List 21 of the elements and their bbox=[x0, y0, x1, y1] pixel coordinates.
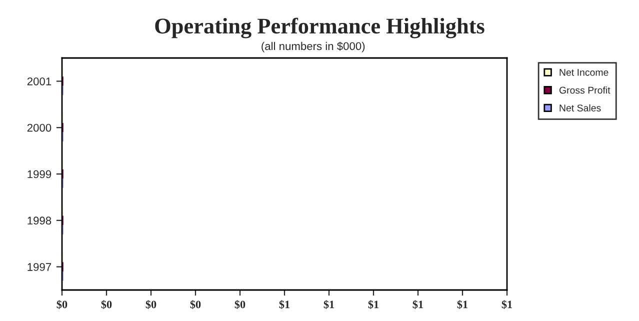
x-tick-label: $0 bbox=[190, 300, 201, 309]
x-tick-label: $1 bbox=[457, 300, 468, 309]
x-tick-label: $1 bbox=[368, 300, 378, 309]
x-tick-label: $1 bbox=[412, 300, 423, 309]
chart-title: Operating Performance Highlights bbox=[155, 18, 484, 38]
legend-label: Net Income bbox=[560, 69, 608, 76]
x-tick-label: $0 bbox=[101, 300, 112, 309]
x-tick-label: $1 bbox=[502, 300, 512, 309]
x-tick-label: $0 bbox=[56, 300, 68, 309]
x-tick-label: $1 bbox=[279, 300, 290, 309]
x-tick-label: $0 bbox=[234, 300, 246, 309]
legend-label: Net Sales bbox=[560, 104, 601, 112]
y-tick-label: 2001 bbox=[27, 77, 52, 86]
y-tick-label: 1998 bbox=[28, 216, 52, 225]
chart-subtitle: (all numbers in $000) bbox=[262, 42, 365, 52]
y-tick-label: 1997 bbox=[28, 263, 52, 271]
legend-label: Gross Profit bbox=[559, 86, 610, 94]
x-tick-label: $1 bbox=[324, 300, 334, 309]
y-tick-label: 1999 bbox=[28, 170, 52, 178]
y-tick-label: 2000 bbox=[27, 124, 52, 132]
x-tick-label: $0 bbox=[146, 300, 156, 309]
